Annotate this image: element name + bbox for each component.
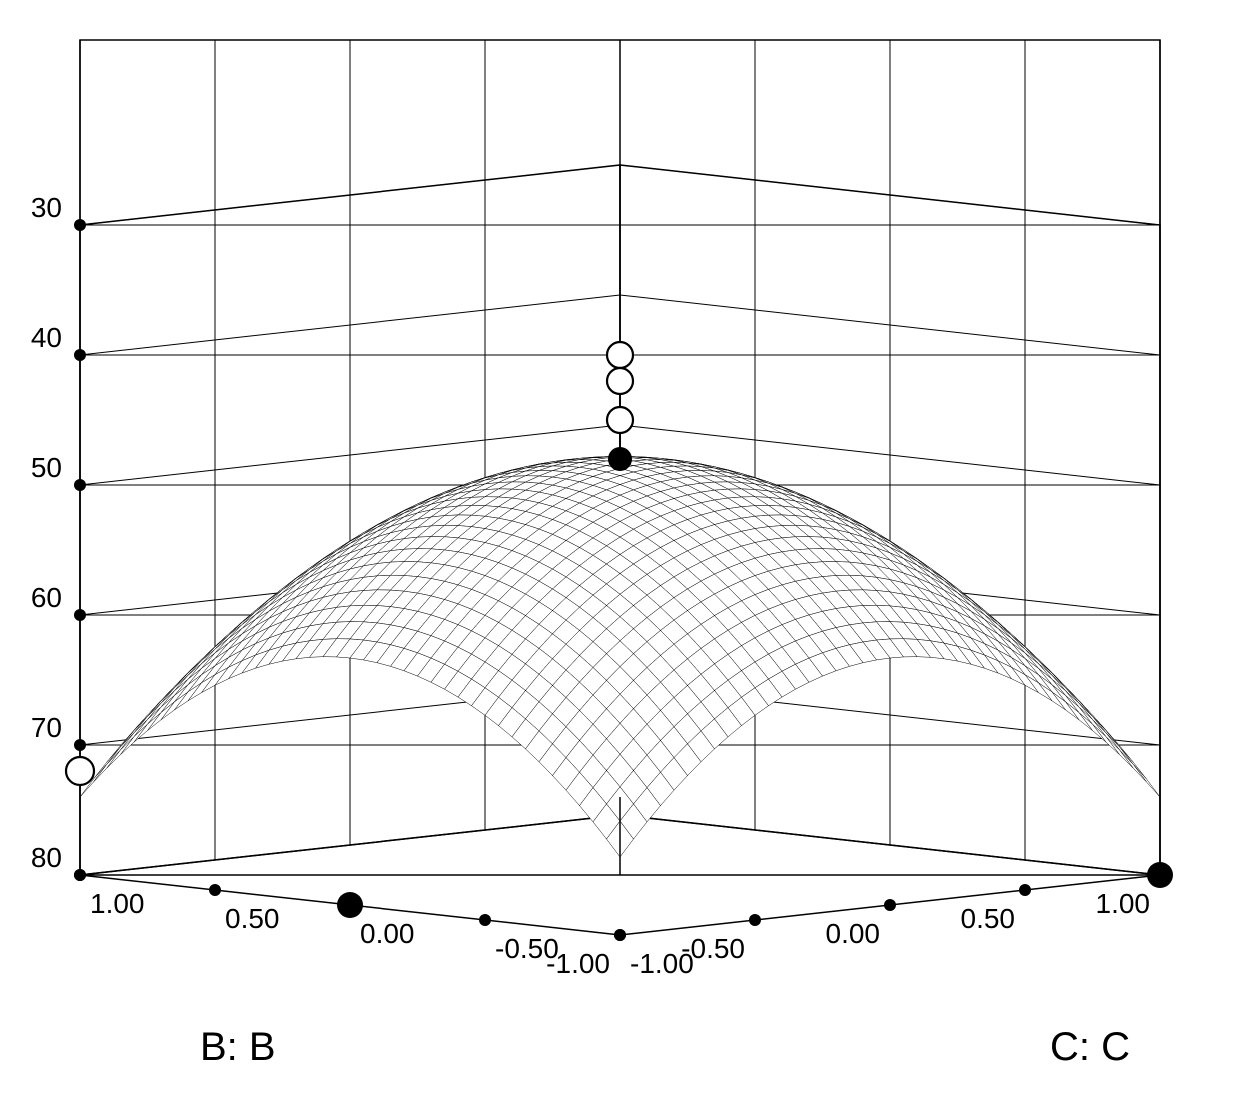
b-tick-dot: [74, 869, 86, 881]
mesh-cell: [94, 750, 121, 782]
b-tick-dot: [479, 914, 491, 926]
mesh-cell: [121, 724, 148, 754]
data-point-open: [607, 368, 633, 394]
c-axis-label: C: C: [1050, 1025, 1130, 1069]
z-tick-dot: [74, 349, 86, 361]
z-tick-label: 60: [31, 582, 62, 613]
z-tick-dot: [74, 219, 86, 231]
z-tick-dot: [74, 739, 86, 751]
mesh-cell: [1093, 724, 1120, 754]
data-point-solid: [608, 447, 632, 471]
mesh-cell: [1120, 750, 1147, 782]
c-tick-dot: [1154, 869, 1166, 881]
c-tick-label: -0.50: [681, 933, 745, 964]
mesh-cell: [107, 733, 134, 764]
b-axis-label: B: B: [200, 1025, 276, 1069]
c-tick-dot: [614, 929, 626, 941]
z-tick-dot: [74, 479, 86, 491]
mesh-cell: [1133, 764, 1160, 797]
z-tick-dot: [74, 609, 86, 621]
c-tick-dot: [749, 914, 761, 926]
data-point-open: [607, 407, 633, 433]
c-tick-label: 0.50: [961, 903, 1016, 934]
b-tick-label: 0.00: [360, 918, 415, 949]
mesh-cell: [1106, 733, 1133, 764]
surface-mesh: [80, 456, 1160, 857]
surface-plot-svg: 3040506070801.000.500.00-0.50-1.00-1.00-…: [0, 0, 1240, 1095]
z-tick-label: 70: [31, 712, 62, 743]
surface-plot: 3040506070801.000.500.00-0.50-1.00-1.00-…: [0, 0, 1240, 1095]
z-tick-label: 80: [31, 842, 62, 873]
b-tick-dot: [209, 884, 221, 896]
b-tick-dot: [344, 899, 356, 911]
z-tick-label: 50: [31, 452, 62, 483]
c-tick-dot: [1019, 884, 1031, 896]
z-tick-label: 40: [31, 322, 62, 353]
data-point-open: [66, 757, 94, 785]
c-tick-label: 1.00: [1096, 888, 1151, 919]
b-tick-label: 1.00: [90, 888, 145, 919]
c-tick-label: 0.00: [826, 918, 881, 949]
z-tick-label: 30: [31, 192, 62, 223]
c-tick-label: -1.00: [546, 948, 610, 979]
c-tick-dot: [884, 899, 896, 911]
b-tick-label: 0.50: [225, 903, 280, 934]
data-point-open: [607, 342, 633, 368]
